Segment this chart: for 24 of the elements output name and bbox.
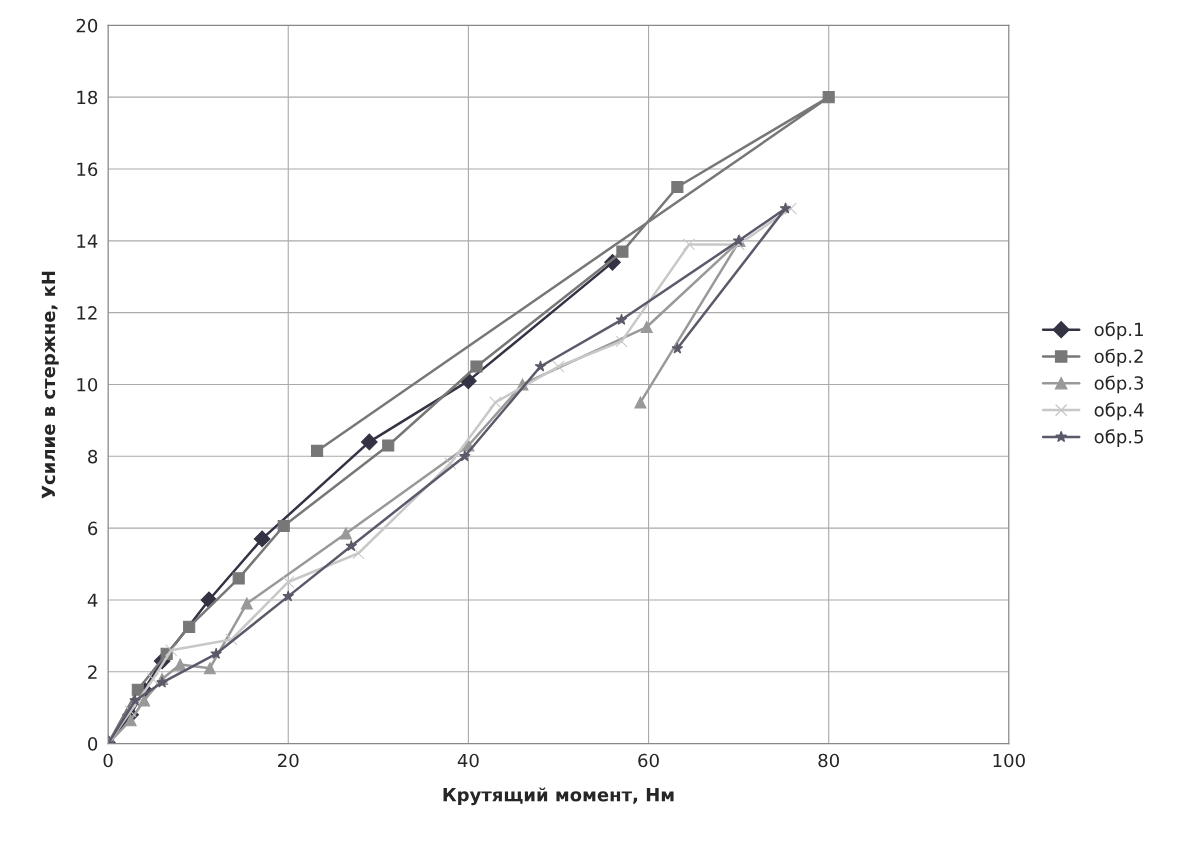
y-tick-label: 10: [77, 377, 98, 392]
y-axis-title: Усилие в стержне, кН: [41, 271, 59, 499]
y-tick-label: 18: [77, 90, 98, 105]
y-tick-label: 14: [77, 234, 98, 248]
x-tick-label: 80: [818, 753, 839, 768]
y-tick-label: 16: [77, 162, 98, 177]
legend-label: обр.2: [1094, 348, 1143, 367]
y-tick-label: 4: [87, 593, 98, 607]
x-tick-label: 60: [638, 753, 659, 768]
y-tick-label: 0: [88, 737, 98, 751]
x-tick-label: 0: [103, 753, 113, 768]
x-tick-label: 20: [278, 753, 299, 768]
legend-label: обр.4: [1094, 402, 1144, 421]
legend-label: обр.1: [1094, 321, 1143, 340]
x-tick-label: 100: [993, 753, 1025, 768]
y-tick-label: 2: [88, 665, 97, 679]
y-tick-label: 12: [77, 306, 97, 320]
y-tick-label: 20: [76, 18, 98, 33]
legend-label: обр.3: [1094, 375, 1144, 394]
x-axis-title: Крутящий момент, Нм: [443, 787, 674, 806]
y-tick-label: 6: [88, 521, 98, 536]
x-tick-label: 40: [457, 753, 479, 768]
legend-label: обр.5: [1094, 429, 1143, 447]
y-tick-label: 8: [88, 449, 98, 464]
